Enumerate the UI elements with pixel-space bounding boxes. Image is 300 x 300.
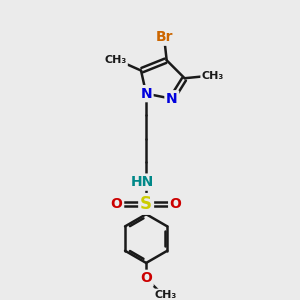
Text: S: S bbox=[140, 195, 152, 213]
Text: CH₃: CH₃ bbox=[154, 290, 176, 300]
Text: Br: Br bbox=[155, 30, 173, 44]
Text: HN: HN bbox=[131, 175, 154, 189]
Text: CH₃: CH₃ bbox=[202, 71, 224, 81]
Text: O: O bbox=[170, 197, 182, 211]
Text: O: O bbox=[111, 197, 123, 211]
Text: N: N bbox=[140, 87, 152, 100]
Text: N: N bbox=[166, 92, 178, 106]
Text: CH₃: CH₃ bbox=[104, 55, 127, 65]
Text: O: O bbox=[140, 271, 152, 285]
